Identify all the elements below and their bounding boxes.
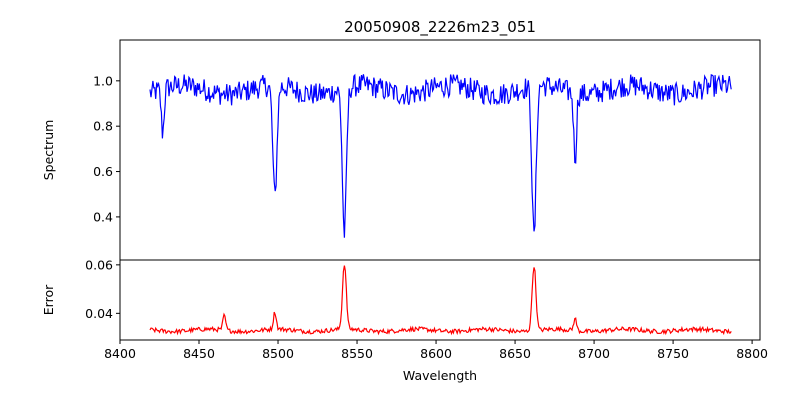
spectrum-y-ticks: 0.4 0.6 0.8 1.0 — [93, 73, 120, 224]
error-y-ticks: 0.04 0.06 — [85, 257, 120, 321]
x-tick-label: 8650 — [499, 346, 531, 361]
x-tick-label: 8550 — [341, 346, 373, 361]
x-tick-label: 8700 — [578, 346, 610, 361]
spectrum-panel: 0.4 0.6 0.8 1.0 Spectrum — [41, 39, 761, 261]
error-panel: 0.04 0.06 8400 8450 8500 8550 8600 8650 8700 875… — [41, 257, 768, 383]
error-series-line — [149, 265, 732, 336]
x-axis-label: Wavelength — [403, 368, 477, 383]
x-tick-label: 8800 — [736, 346, 768, 361]
error-line — [149, 265, 732, 336]
spectrum-line — [149, 73, 732, 238]
x-tick-label: 8450 — [183, 346, 215, 361]
error-axes-frame — [119, 259, 761, 341]
x-tick-label: 8500 — [262, 346, 294, 361]
chart-title: 20050908_2226m23_051 — [344, 18, 536, 37]
x-tick-label: 8400 — [104, 346, 136, 361]
spectrum-axes-frame — [119, 39, 761, 261]
spectrum-y-tick-label: 0.6 — [93, 164, 113, 179]
error-y-axis-label: Error — [41, 284, 56, 315]
x-tick-label: 8750 — [657, 346, 689, 361]
error-y-tick-label: 0.06 — [85, 257, 113, 272]
x-ticks: 8400 8450 8500 8550 8600 8650 8700 8750 8800 — [104, 340, 768, 361]
spectrum-y-tick-label: 0.8 — [93, 119, 113, 134]
error-y-tick-label: 0.04 — [85, 306, 113, 321]
spectrum-series-line — [149, 73, 732, 238]
spectrum-y-tick-label: 1.0 — [93, 73, 113, 88]
spectrum-y-axis-label: Spectrum — [41, 120, 56, 181]
spectrum-y-tick-label: 0.4 — [93, 209, 113, 224]
x-tick-label: 8600 — [420, 346, 452, 361]
